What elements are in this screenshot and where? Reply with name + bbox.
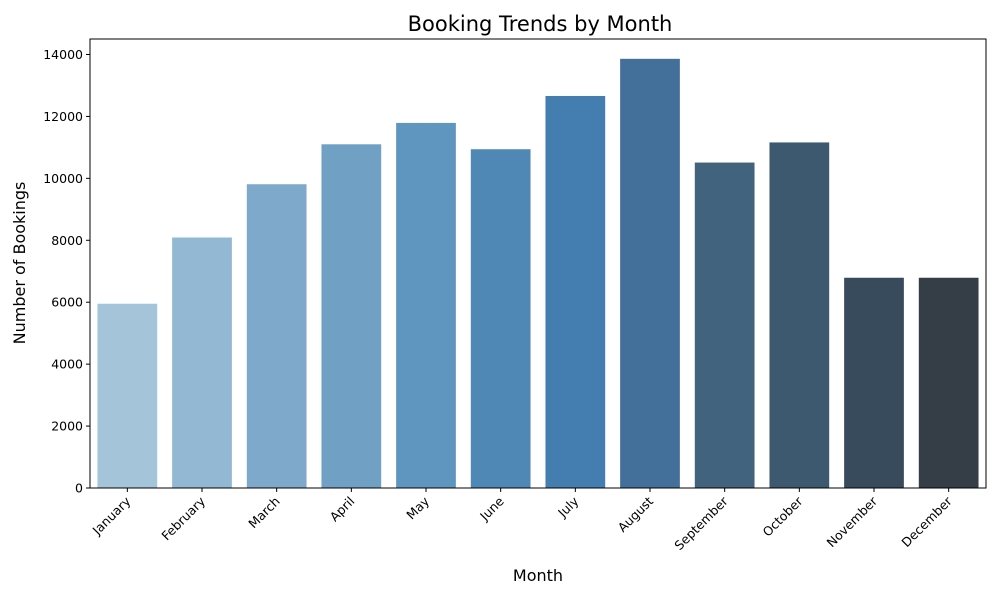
y-tick-label: 6000 <box>51 295 83 310</box>
x-tick-label: October <box>759 493 806 540</box>
y-axis-label: Number of Bookings <box>10 182 29 345</box>
plot-frame <box>89 38 987 489</box>
bar-october <box>769 142 830 489</box>
y-tick-label: 4000 <box>51 357 83 372</box>
x-tick-label: February <box>158 493 208 543</box>
y-tick-label: 0 <box>75 481 83 496</box>
y-tick-label: 12000 <box>43 109 83 124</box>
chart-title: Booking Trends by Month <box>408 12 673 36</box>
x-axis-ticks: January February March April May June July Augu… <box>89 488 955 553</box>
x-tick-label: March <box>245 494 283 532</box>
x-tick-label: September <box>671 493 731 553</box>
x-tick-label: April <box>327 494 358 525</box>
y-tick-label: 2000 <box>51 419 83 434</box>
bars-group <box>97 58 979 489</box>
bar-february <box>172 237 232 488</box>
bar-september <box>694 162 755 488</box>
x-tick-label: November <box>824 493 881 550</box>
x-tick-label: January <box>89 493 134 538</box>
y-tick-label: 10000 <box>43 171 83 186</box>
bar-december <box>918 277 979 488</box>
bar-november <box>844 277 904 488</box>
bar-july <box>545 95 606 488</box>
y-tick-label: 8000 <box>51 233 83 248</box>
bar-june <box>470 149 531 488</box>
x-tick-label: May <box>403 493 432 522</box>
x-tick-label: December <box>898 493 955 550</box>
x-tick-label: June <box>476 493 507 524</box>
y-tick-label: 14000 <box>43 47 83 62</box>
bar-may <box>396 122 456 488</box>
x-tick-label: August <box>615 493 657 535</box>
y-axis-ticks: 0 2000 4000 6000 8000 10000 12000 14000 <box>43 47 90 496</box>
bar-april <box>321 144 382 488</box>
bar-january <box>97 303 158 488</box>
bar-august <box>620 58 680 488</box>
x-tick-label: July <box>554 493 582 521</box>
x-axis-label: Month <box>513 566 563 585</box>
bar-march <box>246 184 307 488</box>
